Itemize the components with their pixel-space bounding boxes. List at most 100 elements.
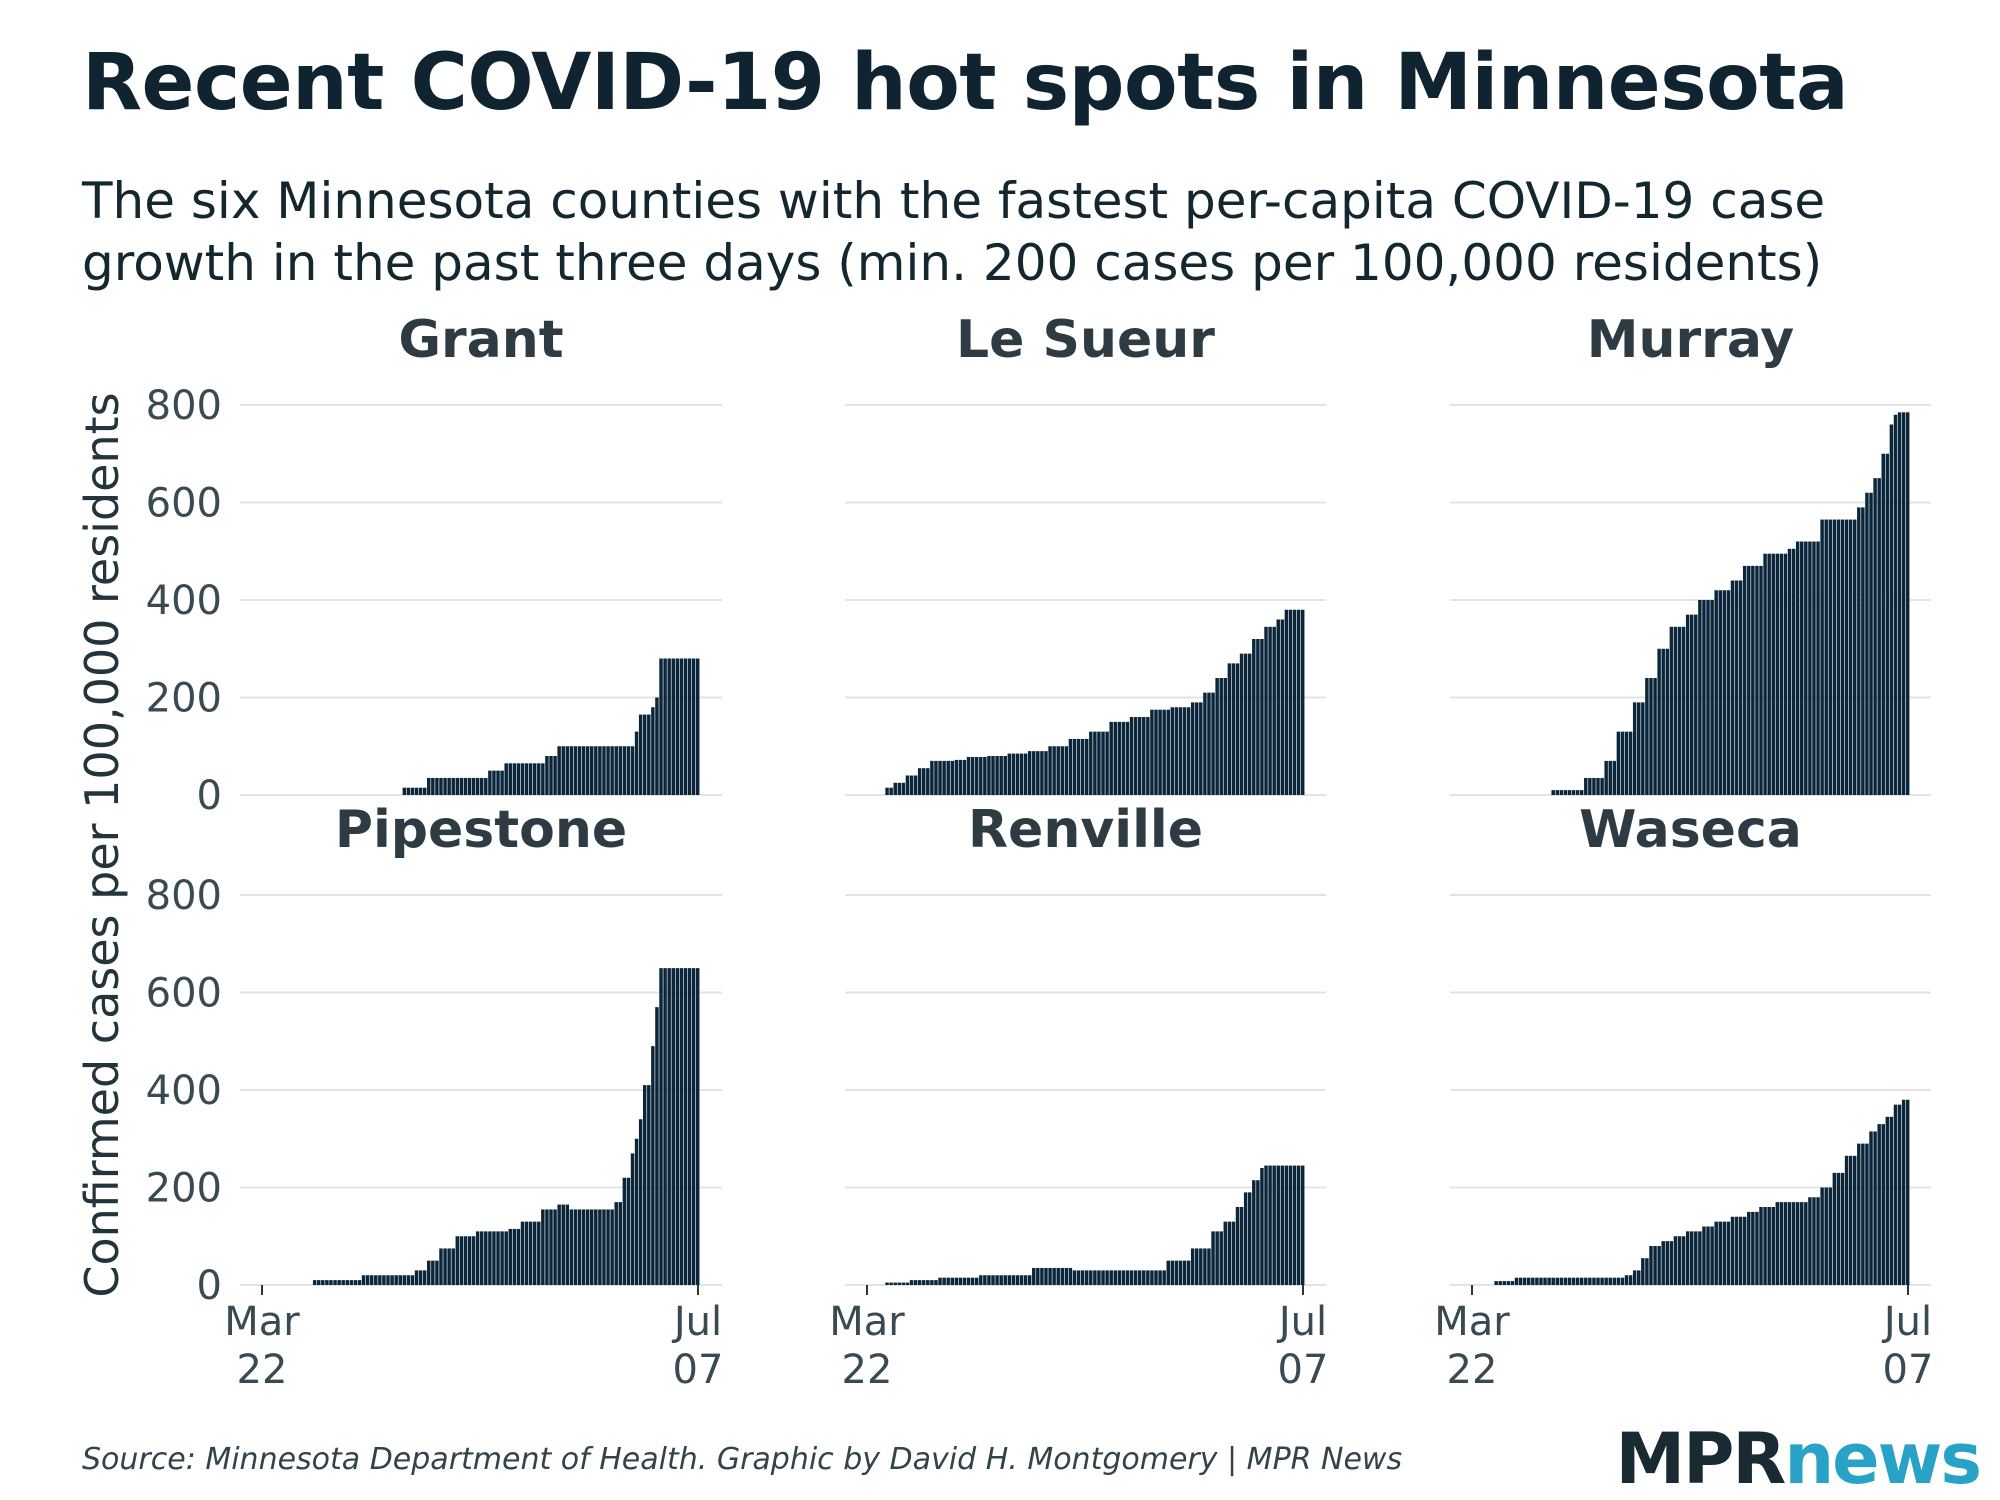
bar [1877,478,1881,796]
bar [1182,707,1187,795]
bar [1800,1202,1804,1286]
bar [659,968,663,1286]
bar [1596,1277,1600,1285]
bar [1645,678,1649,795]
bar [1223,1221,1228,1286]
bar [1669,1241,1674,1286]
bar [1852,1155,1857,1285]
bar [549,1209,553,1285]
y-tick-label: 0 [197,1263,222,1309]
bar [1178,1260,1183,1286]
bar [386,1275,390,1285]
bar [1734,1216,1739,1285]
bar [1628,731,1633,796]
bar [1247,653,1252,796]
bar [1812,1197,1816,1285]
bar [451,777,455,795]
bar [962,1277,967,1285]
bar [1268,626,1272,795]
bar [691,658,696,795]
bar [532,1221,537,1286]
bar [1848,1155,1853,1285]
bar [1215,678,1219,795]
bar [500,1231,504,1286]
bar [1060,746,1065,795]
bar [1268,1165,1272,1285]
bar [455,777,460,795]
bar [1873,478,1877,796]
bar [1052,746,1056,795]
bar [1567,790,1572,796]
bar [1624,731,1629,796]
bar [1105,1270,1109,1286]
bar [1857,507,1861,796]
bar [991,756,995,795]
bar [1296,609,1301,795]
bar [1881,453,1885,795]
bar [622,746,627,795]
bar [1186,1260,1191,1286]
bar [406,787,411,795]
bar [651,1046,655,1286]
bar [1280,1165,1285,1285]
bar [1535,1277,1539,1285]
bar [488,770,492,796]
bar [1832,1172,1837,1286]
bar [1235,1207,1240,1285]
bar [655,697,659,795]
bar [1129,1270,1134,1286]
bar [553,756,557,795]
bar [1015,753,1020,795]
bar [1714,1221,1718,1286]
bar [1272,626,1276,795]
x-tick-month: Mar [224,1299,300,1345]
bar [970,756,975,795]
bar [1239,653,1244,796]
bar [463,777,468,795]
bar [1649,678,1653,795]
bar [345,1280,349,1286]
bar [402,787,407,795]
bar [938,1277,942,1285]
bar [1190,702,1195,796]
bar [528,763,533,795]
chart-subtitle: The six Minnesota counties with the fast… [82,172,1826,292]
bar [1032,751,1036,796]
bar [1588,777,1592,795]
bar [610,1209,614,1285]
bar [1113,1270,1117,1286]
bar [398,1275,402,1285]
bar [687,968,692,1286]
bar [427,777,431,795]
bar [431,1260,435,1286]
bar [1543,1277,1547,1285]
bar [1795,1202,1800,1286]
bar [1649,1246,1653,1285]
bar [1048,746,1052,795]
bar [1498,1281,1502,1285]
x-tick-month: Mar [1434,1299,1510,1345]
bar [1186,707,1191,795]
bar [901,1282,906,1285]
bar [1097,731,1101,796]
bar [394,1275,398,1285]
bar [1064,1267,1069,1285]
bar [480,777,484,795]
bar [1641,1258,1645,1285]
bar [1154,1270,1158,1286]
bar [561,746,565,795]
bar [1844,1155,1849,1285]
bar [1559,790,1564,796]
bar [553,1209,557,1285]
bar [414,1270,419,1286]
bar [467,777,472,795]
bar [1681,626,1686,795]
bar [1804,541,1808,795]
bar [532,763,537,795]
bar [1068,1267,1073,1285]
bar [312,1280,317,1286]
bar [974,1277,979,1285]
bar [1575,1277,1580,1285]
bar [1264,1165,1268,1285]
bar [1207,1248,1211,1285]
